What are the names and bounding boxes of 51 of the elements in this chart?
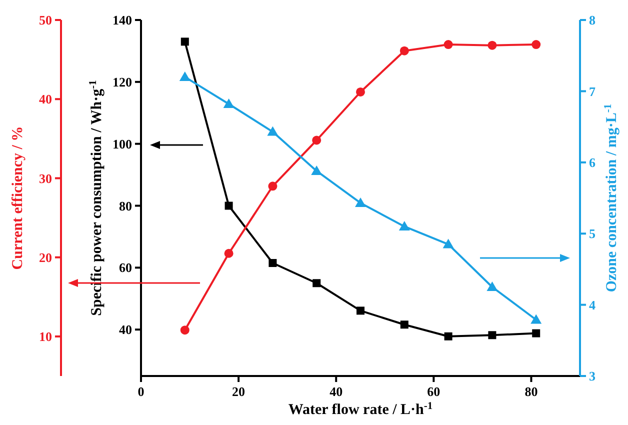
y-tick-label: 140 — [112, 12, 132, 28]
y3-axis-title: Current efficiency / % — [10, 126, 26, 270]
y3-tick-label: 20 — [39, 250, 52, 265]
y3-tick-label: 30 — [39, 170, 52, 186]
y2-tick-label: 3 — [589, 368, 596, 384]
y2-tick-label: 5 — [589, 226, 596, 242]
point — [400, 320, 408, 329]
x-tick-label: 20 — [232, 384, 246, 399]
y-tick-label: 40 — [119, 322, 132, 338]
x-tick-label: 80 — [524, 384, 538, 399]
point — [268, 182, 278, 191]
x-tick-label: 0 — [138, 384, 144, 399]
point — [224, 248, 234, 258]
y2-tick-label: 6 — [589, 154, 596, 170]
point — [530, 314, 542, 324]
point — [223, 98, 234, 108]
point — [224, 202, 233, 210]
point — [444, 332, 452, 340]
y-tick-label: 80 — [119, 198, 132, 214]
point — [400, 46, 409, 56]
point — [486, 282, 498, 291]
point — [356, 306, 364, 315]
point — [488, 331, 496, 340]
point — [444, 40, 453, 50]
y-tick-label: 60 — [119, 260, 132, 276]
point — [312, 136, 322, 145]
y2-tick-label: 7 — [589, 84, 596, 99]
point — [180, 38, 189, 46]
point — [488, 40, 497, 50]
point — [398, 220, 410, 230]
point — [311, 165, 322, 175]
point — [312, 279, 321, 288]
point — [267, 126, 278, 136]
point — [532, 329, 540, 338]
y2-tick-label: 8 — [589, 12, 596, 28]
point — [355, 197, 366, 207]
point — [532, 40, 541, 50]
y-tick-label: 100 — [112, 136, 132, 152]
point — [356, 87, 365, 96]
x-tick-label: 40 — [330, 384, 343, 399]
y-tick-label: 120 — [112, 74, 132, 90]
point — [179, 71, 190, 81]
y3-tick-label: 50 — [39, 12, 52, 28]
point — [268, 259, 277, 268]
x-tick-label: 60 — [427, 384, 440, 399]
y3-tick-label: 40 — [39, 92, 52, 107]
y2-tick-label: 4 — [589, 297, 596, 312]
x-axis-title: Water flow rate / L·h$^{-1}$ — [288, 400, 433, 418]
y3-tick-label: 10 — [39, 328, 52, 344]
point — [442, 238, 454, 248]
point — [180, 326, 190, 335]
